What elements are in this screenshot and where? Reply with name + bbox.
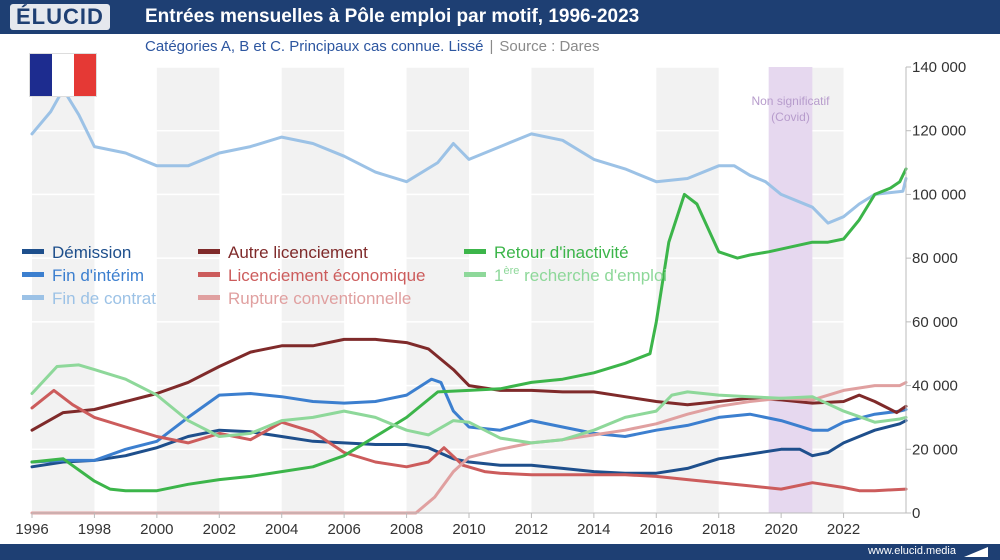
x-tick-label: 2006 xyxy=(327,521,360,538)
series-line-1ère recherche d'emploi xyxy=(30,363,908,445)
legend-swatch xyxy=(198,295,220,300)
legend-swatch xyxy=(22,272,44,277)
y-tick-label: 140 000 xyxy=(912,59,966,76)
y-tick-label: 20 000 xyxy=(912,441,958,458)
background-band xyxy=(531,67,594,513)
y-tick-label: 100 000 xyxy=(912,186,966,203)
legend-swatch xyxy=(464,249,486,254)
background-band xyxy=(156,67,220,513)
x-tick-label: 2010 xyxy=(452,521,485,538)
chart-subtitle: Catégories A, B et C. Principaux cas con… xyxy=(145,38,599,55)
x-tick-label: 2012 xyxy=(515,521,548,538)
legend-label: Retour d'inactivité xyxy=(494,243,629,262)
legend-swatch xyxy=(22,295,44,300)
subtitle-separator: | xyxy=(489,38,494,55)
x-tick-label: 2000 xyxy=(140,521,173,538)
series-line-Fin de contrat xyxy=(30,87,908,225)
covid-shading xyxy=(768,67,813,513)
background-band xyxy=(656,67,719,513)
legend-label: Licenciement économique xyxy=(228,266,426,285)
legend-swatch xyxy=(464,272,486,277)
legend-label: 1ère recherche d'emploi xyxy=(494,265,667,285)
chart-title: Entrées mensuelles à Pôle emploi par mot… xyxy=(145,6,640,27)
legend-label: Fin d'intérim xyxy=(52,266,144,285)
elucid-logo: ÉLUCID xyxy=(10,4,110,30)
subtitle-text: Catégories A, B et C. Principaux cas con… xyxy=(145,38,484,55)
y-tick-label: 60 000 xyxy=(912,314,958,331)
x-tick-label: 2004 xyxy=(265,521,298,538)
series-line-Rupture conventionnelle xyxy=(30,380,908,515)
x-tick-label: 1998 xyxy=(78,521,111,538)
y-tick-label: 0 xyxy=(912,505,920,522)
series-line-Autre licenciement xyxy=(30,337,908,432)
y-tick-label: 40 000 xyxy=(912,378,958,395)
x-tick-label: 2014 xyxy=(577,521,610,538)
y-tick-label: 120 000 xyxy=(912,123,966,140)
background-band xyxy=(32,67,95,513)
x-tick-label: 2008 xyxy=(390,521,423,538)
x-tick-label: 1996 xyxy=(15,521,48,538)
flag-stripe-red xyxy=(74,54,96,96)
flag-stripe-white xyxy=(52,54,74,96)
y-tick-label: 80 000 xyxy=(912,250,958,267)
flag-stripe-blue xyxy=(30,54,52,96)
legend-label: Démission xyxy=(52,243,131,262)
legend-label: Fin de contrat xyxy=(52,289,156,308)
legend-swatch xyxy=(198,249,220,254)
series-line-Démission xyxy=(30,419,908,475)
covid-annotation-sublabel: (Covid) xyxy=(771,110,810,124)
legend-swatch xyxy=(198,272,220,277)
footer-url[interactable]: www.elucid.media xyxy=(867,545,956,557)
x-tick-label: 2018 xyxy=(702,521,735,538)
legend-label: Autre licenciement xyxy=(228,243,368,262)
legend-swatch xyxy=(22,249,44,254)
covid-annotation-label: Non significatif xyxy=(751,94,830,108)
source-text: Source : Dares xyxy=(499,38,600,55)
x-tick-label: 2022 xyxy=(827,521,860,538)
series-line-Licenciement économique xyxy=(30,388,908,493)
series-line-Retour d'inactivité xyxy=(30,167,908,493)
x-tick-label: 2016 xyxy=(640,521,673,538)
header-bar: ÉLUCID Entrées mensuelles à Pôle emploi … xyxy=(0,0,1000,34)
series-line-Fin d'intérim xyxy=(30,377,908,464)
legend-label: Rupture conventionnelle xyxy=(228,289,411,308)
x-tick-label: 2002 xyxy=(203,521,236,538)
x-tick-label: 2020 xyxy=(764,521,797,538)
footer-bar: www.elucid.media xyxy=(0,544,1000,560)
elucid-mark-icon xyxy=(964,547,988,557)
background-band xyxy=(406,67,469,513)
france-flag-icon xyxy=(30,54,96,96)
